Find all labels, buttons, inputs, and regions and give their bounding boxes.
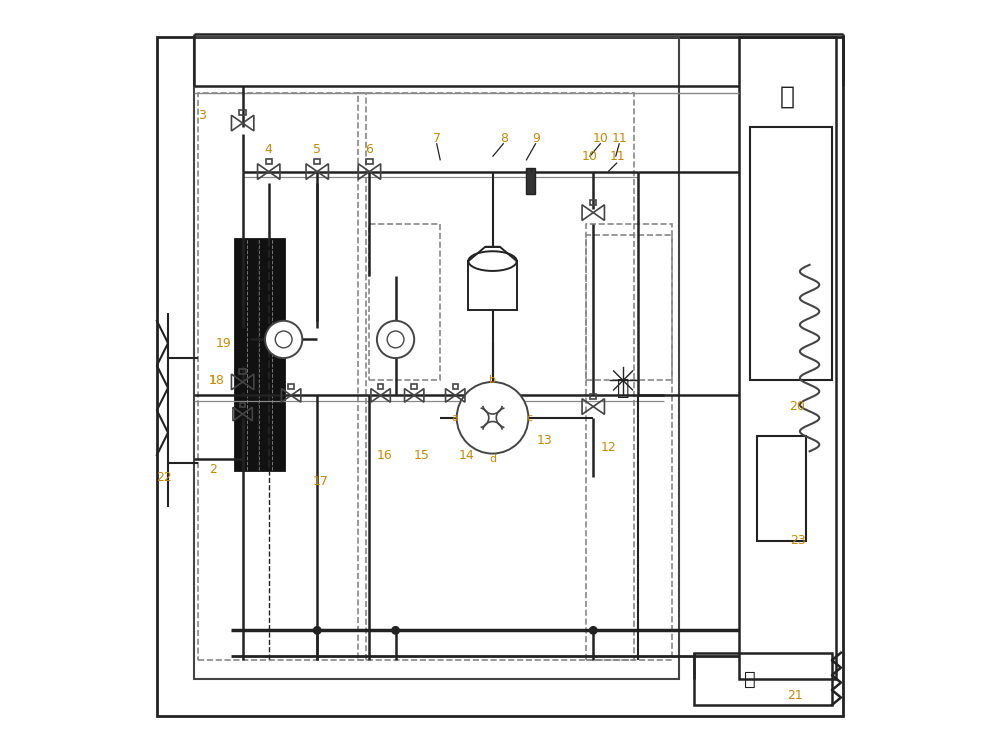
Bar <box>526 168 535 194</box>
Text: 2: 2 <box>209 463 217 477</box>
Text: 18: 18 <box>209 374 224 387</box>
Circle shape <box>392 627 399 634</box>
Text: 11: 11 <box>611 131 627 145</box>
Bar <box>314 159 320 164</box>
Bar <box>198 93 366 660</box>
Text: 冷: 冷 <box>617 378 629 398</box>
Bar <box>239 110 246 116</box>
Circle shape <box>265 321 302 358</box>
Text: 12: 12 <box>600 441 616 454</box>
Text: 3: 3 <box>198 109 206 122</box>
Bar <box>694 653 832 705</box>
Text: a: a <box>452 413 459 423</box>
Circle shape <box>314 627 321 634</box>
Bar <box>590 394 596 398</box>
Bar <box>239 369 246 374</box>
Text: 11: 11 <box>609 150 625 163</box>
Circle shape <box>590 627 597 634</box>
Bar <box>586 224 672 380</box>
Text: 14: 14 <box>459 448 474 462</box>
Bar <box>750 127 832 380</box>
Bar <box>194 37 679 679</box>
Text: 电: 电 <box>780 85 795 109</box>
Bar <box>586 235 672 660</box>
Text: 9: 9 <box>532 131 540 145</box>
Bar <box>378 384 383 389</box>
Text: 16: 16 <box>376 448 392 462</box>
Circle shape <box>457 382 528 454</box>
Ellipse shape <box>468 251 517 271</box>
Text: 17: 17 <box>313 474 329 488</box>
Text: c: c <box>527 413 533 423</box>
Text: 1: 1 <box>209 374 217 387</box>
Text: 23: 23 <box>791 534 806 548</box>
Circle shape <box>377 321 414 358</box>
Text: 热: 热 <box>744 670 756 689</box>
Text: 6: 6 <box>366 142 373 156</box>
Bar <box>468 261 517 310</box>
Text: 4: 4 <box>265 142 273 156</box>
Text: 13: 13 <box>537 433 553 447</box>
Text: 20: 20 <box>789 400 805 413</box>
Bar <box>235 239 284 470</box>
Bar <box>590 200 596 205</box>
Text: 10: 10 <box>593 131 609 145</box>
Bar <box>757 436 806 541</box>
Text: 22: 22 <box>156 471 172 484</box>
Text: 19: 19 <box>216 336 232 350</box>
Bar <box>288 384 294 389</box>
Bar <box>366 159 373 164</box>
Bar <box>453 384 458 389</box>
Bar <box>411 384 417 389</box>
Text: 8: 8 <box>500 131 508 145</box>
Bar <box>369 224 440 380</box>
Text: b: b <box>489 375 496 386</box>
Text: d: d <box>489 454 496 464</box>
Bar <box>266 159 272 164</box>
Text: 15: 15 <box>414 448 430 462</box>
Bar <box>358 93 634 660</box>
Text: 10: 10 <box>582 150 597 163</box>
Bar <box>240 403 245 407</box>
Text: 5: 5 <box>313 142 321 156</box>
Text: 7: 7 <box>433 131 441 145</box>
Text: 21: 21 <box>787 689 803 702</box>
Bar <box>739 37 836 679</box>
